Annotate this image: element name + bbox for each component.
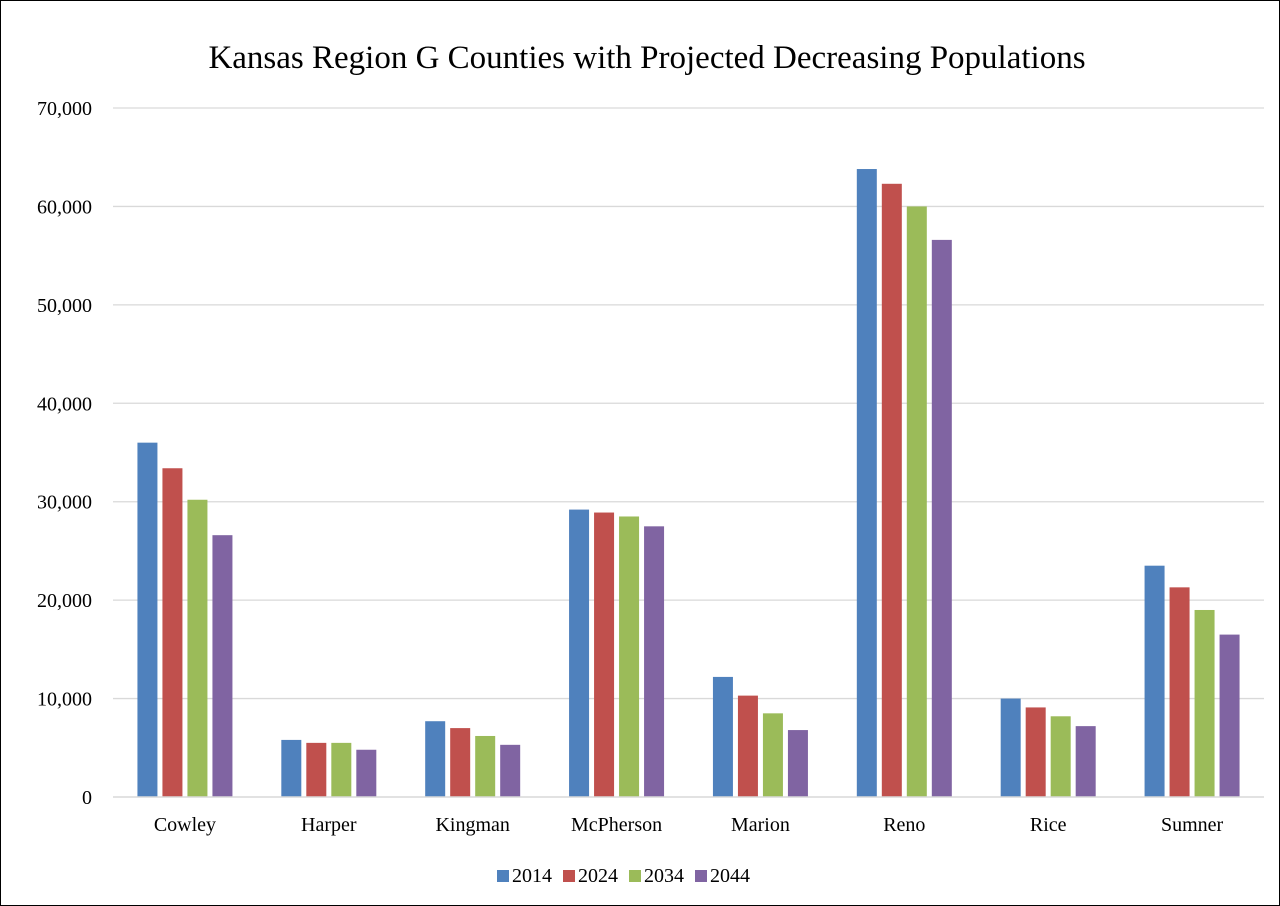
x-axis-tick-labels: Cowley Harper Kingman McPherson Marion Reno Ri… [154,814,1224,836]
bar-2034-kingman [475,735,496,797]
gridlines [113,107,1264,700]
legend: 2014 2024 2034 2044 [497,865,750,887]
y-tick-label: 30,000 [37,492,92,514]
bar-2024-marion [737,695,758,797]
bar-2044-sumner [1219,634,1240,797]
bar-2014-reno [856,169,877,798]
y-axis-tick-labels: 0 10,000 20,000 30,000 40,000 50,000 60,000 70,… [37,98,92,809]
x-tick-label: Rice [1030,814,1067,836]
y-tick-label: 20,000 [37,590,92,612]
bar-2044-reno [931,239,952,797]
bar-2024-cowley [162,468,183,797]
legend-item-2024: 2024 [563,865,618,887]
bar-2034-mcpherson [619,516,640,797]
bar-2034-harper [331,742,352,797]
bar-2014-harper [281,739,302,797]
legend-swatch [497,870,509,882]
x-tick-label: Cowley [154,814,216,836]
chart-title: Kansas Region G Counties with Projected … [208,40,1085,76]
legend-item-2014: 2014 [497,865,552,887]
y-tick-label: 40,000 [37,393,92,415]
y-tick-label: 70,000 [37,98,92,120]
bar-2014-kingman [425,721,446,797]
bar-2024-harper [306,742,327,797]
x-tick-label: Sumner [1161,814,1224,836]
x-tick-label: McPherson [571,814,662,836]
bar-2044-marion [787,730,808,797]
bar-2034-cowley [187,499,208,797]
bar-2034-sumner [1194,609,1215,797]
legend-label: 2044 [710,865,750,887]
y-tick-label: 50,000 [37,295,92,317]
bar-2024-kingman [450,728,471,797]
x-tick-label: Harper [301,814,357,836]
bar-2044-cowley [212,535,233,797]
bar-2014-marion [712,676,733,797]
bar-2014-rice [1000,698,1021,797]
bar-2024-reno [881,183,902,798]
bar-2034-reno [906,206,927,797]
x-tick-label: Kingman [435,814,509,836]
bar-2044-rice [1075,726,1096,797]
y-tick-label: 60,000 [37,196,92,218]
bar-2014-mcpherson [569,509,590,797]
bar-2044-kingman [500,744,521,797]
legend-swatch [629,870,641,882]
legend-swatch [695,870,707,882]
legend-item-2044: 2044 [695,865,750,887]
bar-2014-sumner [1144,565,1165,797]
y-tick-label: 0 [82,787,92,809]
x-tick-label: Reno [883,814,925,836]
bar-2024-rice [1025,707,1046,797]
bar-2034-rice [1050,716,1071,797]
bar-2044-harper [356,749,377,797]
legend-item-2034: 2034 [629,865,684,887]
legend-label: 2024 [578,865,618,887]
bar-2014-cowley [137,442,158,797]
bar-2024-sumner [1169,587,1190,797]
bar-2024-mcpherson [594,512,615,797]
y-tick-label: 10,000 [37,689,92,711]
legend-label: 2014 [512,865,552,887]
bar-2034-marion [762,713,783,797]
bar-2044-mcpherson [644,526,665,797]
bars [137,169,1240,798]
legend-label: 2034 [644,865,684,887]
legend-swatch [563,870,575,882]
x-tick-label: Marion [731,814,790,836]
